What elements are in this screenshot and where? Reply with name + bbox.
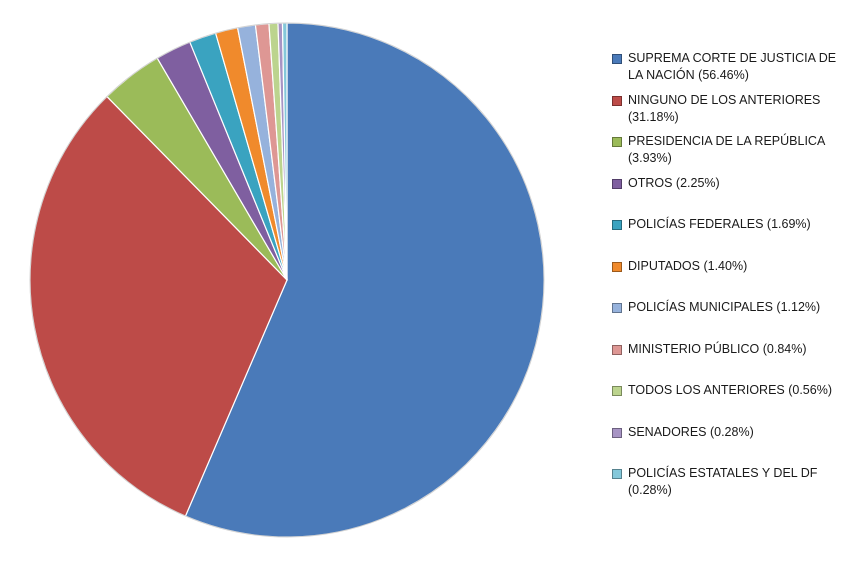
pie-slice-0 xyxy=(184,22,545,538)
legend-label: TODOS LOS ANTERIORES (0.56%) xyxy=(628,383,832,397)
legend-swatch xyxy=(612,344,622,355)
pie-slices xyxy=(29,22,545,538)
pie-rim xyxy=(29,22,545,538)
legend-item: NINGUNO DE LOS ANTERIORES (31.18%) xyxy=(612,92,852,134)
legend-swatch xyxy=(612,261,622,272)
legend-swatch xyxy=(612,95,622,106)
legend-swatch xyxy=(612,303,622,313)
legend-swatch xyxy=(612,137,622,147)
legend-label: SENADORES (0.28%) xyxy=(628,424,754,439)
pie-slice-10 xyxy=(281,22,288,281)
legend-label: POLICÍAS ESTATALES Y DEL DF (0.28%) xyxy=(628,466,818,497)
legend-label: PRESIDENCIA DE LA REPÚBLICA (3.93%) xyxy=(628,134,825,165)
legend-item: DIPUTADOS (1.40%) xyxy=(612,258,852,300)
legend-swatch xyxy=(612,386,622,396)
legend-item: TODOS LOS ANTERIORES (0.56%) xyxy=(612,382,852,424)
legend-label: POLICÍAS FEDERALES (1.69%) xyxy=(628,217,811,231)
legend-label: POLICÍAS MUNICIPALES (1.12%) xyxy=(628,300,821,314)
legend-label: OTROS (2.25%) xyxy=(628,175,720,190)
legend-label: SUPREMA CORTE DE JUSTICIA DE LA NACIÓN (… xyxy=(628,51,837,82)
legend-item: SUPREMA CORTE DE JUSTICIA DE LA NACIÓN (… xyxy=(612,50,852,92)
legend: SUPREMA CORTE DE JUSTICIA DE LA NACIÓN (… xyxy=(612,50,852,507)
legend-item: POLICÍAS FEDERALES (1.69%) xyxy=(612,216,852,258)
legend-item: POLICÍAS ESTATALES Y DEL DF (0.28%) xyxy=(612,465,852,507)
legend-item: SENADORES (0.28%) xyxy=(612,424,852,466)
legend-item: POLICÍAS MUNICIPALES (1.12%) xyxy=(612,299,852,341)
legend-swatch xyxy=(612,54,622,64)
legend-swatch xyxy=(612,427,622,438)
legend-label: MINISTERIO PÚBLICO (0.84%) xyxy=(628,341,807,356)
legend-label: DIPUTADOS (1.40%) xyxy=(628,258,748,273)
legend-swatch xyxy=(612,178,622,189)
pie-slice-1 xyxy=(29,95,288,517)
legend-label: NINGUNO DE LOS ANTERIORES (31.18%) xyxy=(628,92,821,124)
legend-item: OTROS (2.25%) xyxy=(612,175,852,217)
legend-item: PRESIDENCIA DE LA REPÚBLICA (3.93%) xyxy=(612,133,852,175)
legend-item: MINISTERIO PÚBLICO (0.84%) xyxy=(612,341,852,383)
legend-swatch xyxy=(612,220,622,230)
legend-swatch xyxy=(612,469,622,479)
